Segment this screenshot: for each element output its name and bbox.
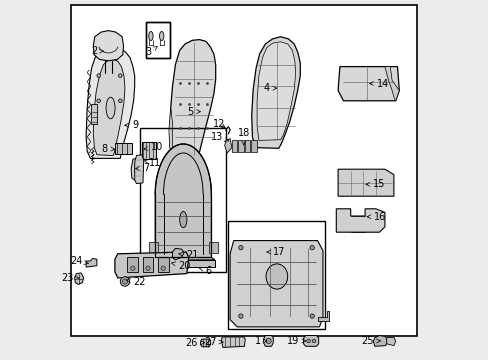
Circle shape (306, 339, 310, 343)
Circle shape (238, 246, 243, 250)
Ellipse shape (106, 97, 115, 119)
Text: 20: 20 (171, 261, 190, 271)
Polygon shape (172, 248, 183, 260)
Text: 6: 6 (199, 266, 211, 276)
Bar (91, 104, 97, 124)
Bar (145, 22, 170, 58)
Polygon shape (131, 158, 139, 180)
Bar (145, 22, 170, 58)
Text: 13: 13 (210, 132, 228, 142)
Polygon shape (263, 336, 273, 346)
Polygon shape (244, 140, 250, 152)
Text: 17: 17 (266, 247, 285, 257)
Polygon shape (257, 42, 295, 140)
Text: 16: 16 (366, 212, 386, 222)
Circle shape (265, 338, 270, 343)
Circle shape (238, 314, 243, 318)
Polygon shape (337, 67, 399, 101)
Polygon shape (200, 339, 210, 347)
Polygon shape (93, 31, 123, 61)
Bar (140, 128, 226, 272)
Polygon shape (386, 337, 395, 346)
Ellipse shape (148, 32, 153, 41)
Polygon shape (238, 140, 244, 152)
Circle shape (118, 99, 122, 103)
Ellipse shape (179, 212, 186, 228)
Circle shape (120, 277, 129, 286)
Text: 12: 12 (213, 119, 225, 129)
Bar (142, 257, 153, 272)
Polygon shape (384, 67, 399, 101)
Circle shape (97, 74, 101, 77)
Text: 19: 19 (286, 336, 305, 346)
Circle shape (118, 74, 122, 77)
Polygon shape (93, 59, 125, 156)
Text: 18: 18 (237, 128, 249, 145)
Circle shape (309, 246, 314, 250)
Bar (127, 257, 138, 272)
Circle shape (97, 99, 101, 103)
Ellipse shape (159, 32, 163, 41)
Circle shape (161, 266, 165, 270)
Polygon shape (336, 209, 384, 232)
Text: 11: 11 (143, 158, 161, 168)
Text: 26: 26 (185, 338, 204, 348)
Polygon shape (151, 144, 215, 260)
Text: 7: 7 (135, 163, 149, 174)
Polygon shape (251, 37, 300, 148)
Bar (142, 142, 156, 159)
Circle shape (130, 266, 135, 270)
Text: 9: 9 (124, 120, 138, 130)
Bar (158, 257, 168, 272)
Text: 25: 25 (360, 336, 380, 346)
Polygon shape (169, 40, 215, 158)
Polygon shape (251, 140, 256, 152)
Text: 8: 8 (102, 144, 115, 154)
Text: 14: 14 (369, 78, 388, 89)
Text: 21: 21 (179, 250, 198, 260)
Polygon shape (303, 336, 318, 346)
Polygon shape (224, 139, 231, 153)
Text: 10: 10 (143, 141, 163, 152)
Polygon shape (75, 273, 83, 284)
Bar (208, 242, 217, 253)
Polygon shape (86, 258, 97, 267)
Bar (115, 143, 132, 154)
Polygon shape (373, 336, 387, 346)
Text: 5: 5 (187, 107, 200, 117)
Text: 1: 1 (254, 336, 266, 346)
Polygon shape (86, 48, 134, 158)
Circle shape (309, 314, 314, 318)
Circle shape (311, 339, 315, 343)
Text: 15: 15 (365, 179, 385, 189)
Polygon shape (151, 260, 215, 267)
Polygon shape (317, 311, 329, 321)
Text: 22: 22 (126, 276, 145, 287)
Polygon shape (337, 169, 393, 196)
Text: 2: 2 (92, 46, 103, 56)
Text: 24: 24 (70, 256, 88, 266)
Bar (227, 221, 324, 329)
Polygon shape (115, 252, 188, 278)
Ellipse shape (265, 264, 287, 289)
Polygon shape (168, 108, 172, 151)
Polygon shape (134, 155, 143, 184)
Circle shape (145, 266, 150, 270)
Text: 23: 23 (61, 273, 79, 283)
Circle shape (122, 279, 127, 284)
Polygon shape (230, 240, 322, 327)
Polygon shape (221, 337, 244, 347)
Text: 27: 27 (204, 337, 223, 347)
Polygon shape (170, 158, 200, 164)
Bar (149, 242, 158, 253)
Polygon shape (231, 140, 237, 152)
Text: 3: 3 (145, 46, 157, 57)
Text: 4: 4 (263, 83, 276, 93)
